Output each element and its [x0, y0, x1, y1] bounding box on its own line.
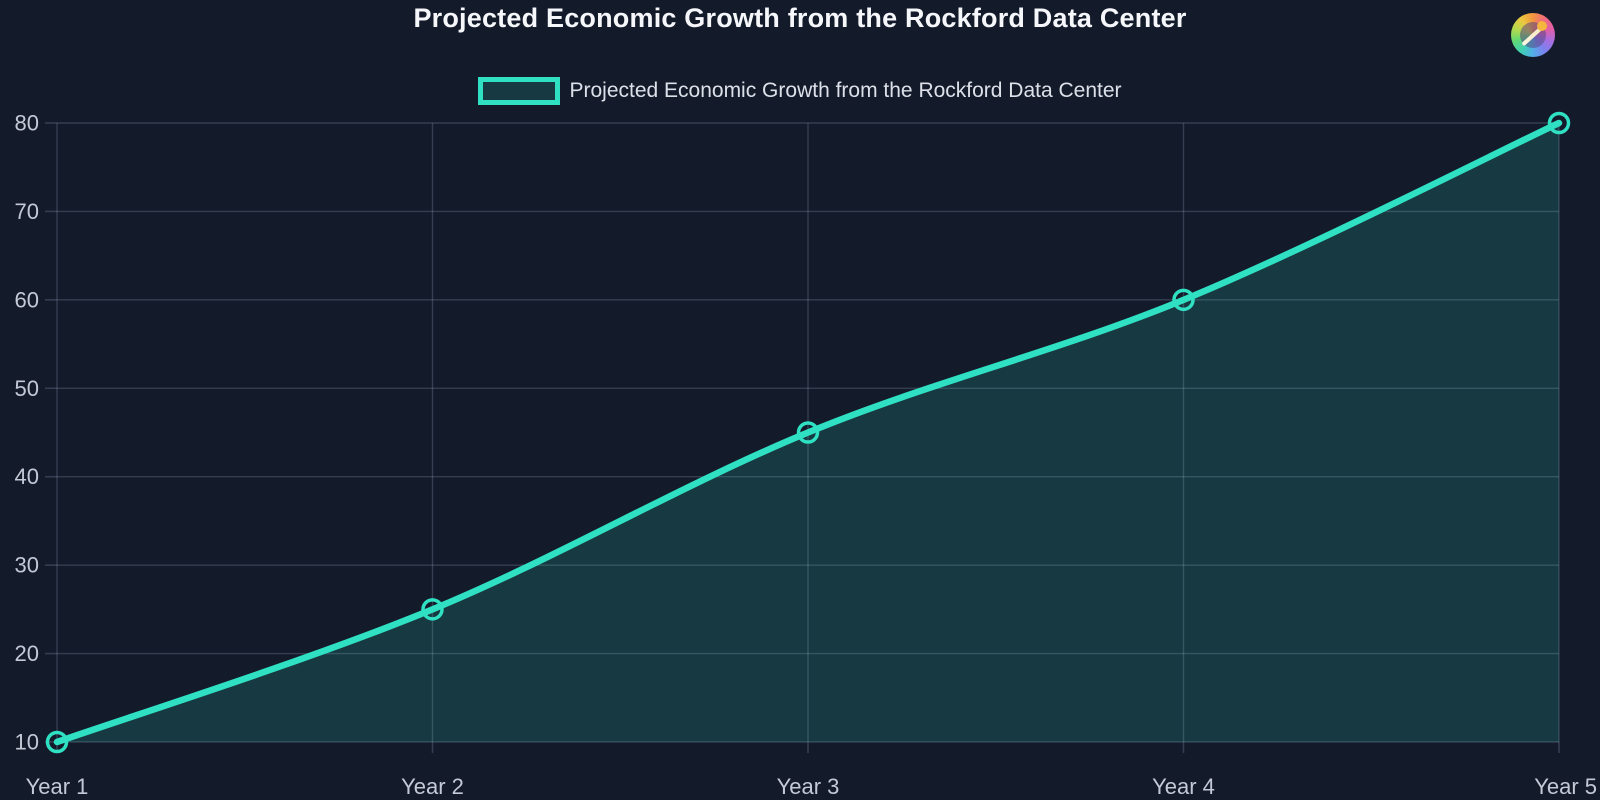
legend-swatch — [478, 77, 561, 105]
y-tick-label: 50 — [15, 376, 39, 401]
data-point-marker[interactable] — [45, 730, 69, 754]
color-wheel-logo-icon — [1511, 13, 1555, 57]
y-tick-label: 30 — [15, 553, 39, 578]
x-tick-label: Year 5 — [1534, 774, 1597, 799]
y-tick-label: 70 — [15, 199, 39, 224]
series-line — [53, 119, 1563, 746]
x-tick-label: Year 4 — [1152, 774, 1215, 799]
y-tick-label: 10 — [15, 730, 39, 755]
data-point-marker[interactable] — [421, 598, 444, 621]
data-point-marker[interactable] — [1547, 111, 1571, 135]
y-tick-label: 20 — [15, 641, 39, 666]
chart-title: Projected Economic Growth from the Rockf… — [413, 3, 1187, 33]
y-tick-label: 40 — [15, 464, 39, 489]
legend-label: Projected Economic Growth from the Rockf… — [569, 79, 1122, 102]
chart-legend-item[interactable]: Projected Economic Growth from the Rockf… — [0, 77, 1600, 105]
y-tick-label: 60 — [15, 287, 39, 312]
data-point-marker[interactable] — [796, 421, 820, 444]
x-tick-label: Year 1 — [26, 774, 89, 799]
logo-needle-dot — [1537, 21, 1547, 31]
y-tick-label: 80 — [15, 111, 39, 136]
data-point-marker[interactable] — [1172, 288, 1195, 312]
x-tick-label: Year 3 — [777, 774, 840, 799]
x-tick-label: Year 2 — [401, 774, 464, 799]
